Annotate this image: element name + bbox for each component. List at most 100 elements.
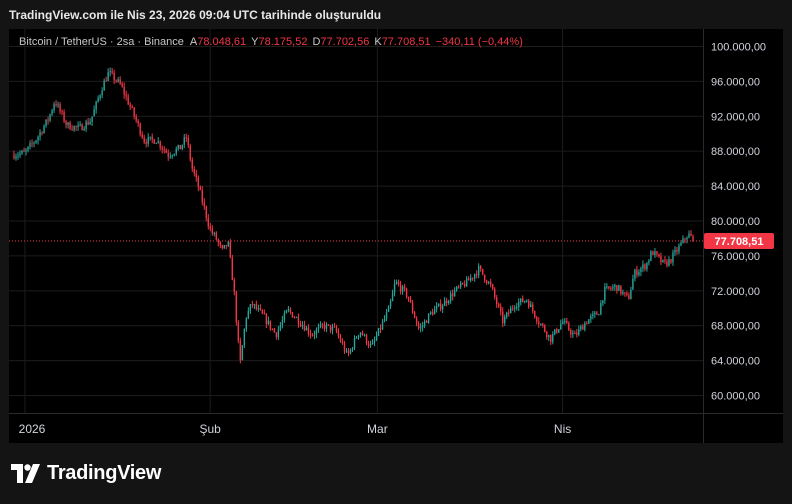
candle-body	[111, 71, 113, 73]
candle	[201, 186, 203, 206]
candle	[552, 331, 554, 345]
candle-body	[610, 288, 612, 290]
candle	[602, 300, 604, 307]
candle	[632, 274, 634, 290]
candle-body	[413, 312, 416, 319]
candle	[522, 295, 524, 303]
candle	[59, 102, 61, 115]
candle	[676, 246, 678, 255]
candlestick-chart[interactable]: 60.000,00 64.000,00 68.000,00 72.000,00 76.0…	[9, 29, 783, 443]
candle-body	[65, 121, 67, 125]
candle-body	[530, 304, 532, 308]
candle-body	[341, 341, 344, 344]
candle	[15, 153, 17, 161]
candle-body	[518, 302, 520, 308]
candle-body	[391, 292, 394, 302]
candle-body	[562, 321, 564, 324]
candle-body	[339, 336, 342, 342]
candle	[343, 340, 346, 354]
candle	[642, 260, 644, 273]
candle-body	[79, 124, 81, 126]
candle-body	[540, 323, 542, 325]
candle-body	[347, 350, 350, 354]
candle	[337, 328, 340, 339]
candle	[475, 270, 478, 279]
candle-body	[295, 317, 298, 319]
candle	[574, 330, 576, 334]
candle-body	[692, 236, 694, 241]
candle	[508, 309, 510, 317]
candle-body	[25, 150, 27, 152]
candle-body	[165, 150, 167, 153]
candle	[670, 258, 672, 265]
candle-body	[61, 111, 63, 113]
candle	[361, 330, 364, 336]
candle	[363, 333, 366, 337]
candle	[241, 345, 244, 361]
candle	[498, 302, 500, 309]
candle	[485, 279, 488, 285]
tradingview-logo: TradingView	[11, 462, 161, 485]
candle	[119, 76, 121, 85]
candle-body	[596, 312, 598, 315]
candle-body	[385, 311, 388, 319]
candle	[375, 331, 378, 342]
candle	[167, 149, 169, 161]
candle	[131, 104, 133, 109]
candle	[273, 327, 276, 333]
candle	[169, 152, 171, 159]
candle-body	[59, 104, 61, 112]
candle	[245, 317, 248, 332]
candle-body	[377, 328, 380, 336]
candle-body	[483, 274, 486, 281]
candle-body	[614, 285, 616, 287]
candle-body	[199, 186, 201, 190]
candle-body	[139, 123, 141, 135]
candle	[155, 142, 157, 144]
candle-body	[253, 304, 256, 306]
candle	[399, 280, 402, 295]
candle-body	[157, 141, 159, 143]
candle	[327, 324, 330, 326]
candle-body	[582, 326, 584, 330]
candle	[674, 246, 676, 256]
candle-body	[566, 320, 568, 324]
candle-body	[149, 136, 151, 138]
candle	[596, 310, 598, 315]
candle	[299, 320, 302, 328]
candle	[516, 302, 518, 311]
chart-panel[interactable]: Bitcoin / TetherUS · 2sa · Binance A 78.0…	[9, 29, 783, 443]
candle	[315, 327, 318, 339]
candle	[27, 146, 29, 153]
candle-body	[291, 312, 294, 318]
candle-body	[498, 304, 500, 307]
candle-body	[666, 261, 668, 266]
candle-body	[271, 328, 274, 330]
candle-body	[207, 217, 209, 227]
candle	[586, 321, 588, 325]
candle-body	[445, 300, 448, 304]
candle	[297, 313, 300, 328]
candle-body	[473, 274, 476, 279]
candle	[578, 325, 580, 337]
candle-body	[299, 324, 302, 326]
price-tick-label: 60.000,00	[711, 391, 760, 403]
candle-body	[471, 277, 474, 279]
candle-body	[69, 122, 71, 130]
candle-body	[407, 296, 410, 300]
candle	[213, 231, 215, 237]
candle	[87, 117, 89, 126]
candle-body	[187, 137, 189, 146]
candle	[640, 266, 642, 277]
candle-body	[107, 72, 109, 82]
candle-body	[55, 104, 57, 106]
candle	[65, 119, 67, 129]
candle	[570, 328, 572, 338]
candle-body	[131, 106, 133, 108]
candle	[608, 286, 610, 290]
candle	[443, 297, 446, 307]
candle	[576, 328, 578, 338]
price-tick-label: 72.000,00	[711, 286, 760, 298]
candle	[658, 253, 660, 258]
candle-body	[321, 324, 324, 326]
